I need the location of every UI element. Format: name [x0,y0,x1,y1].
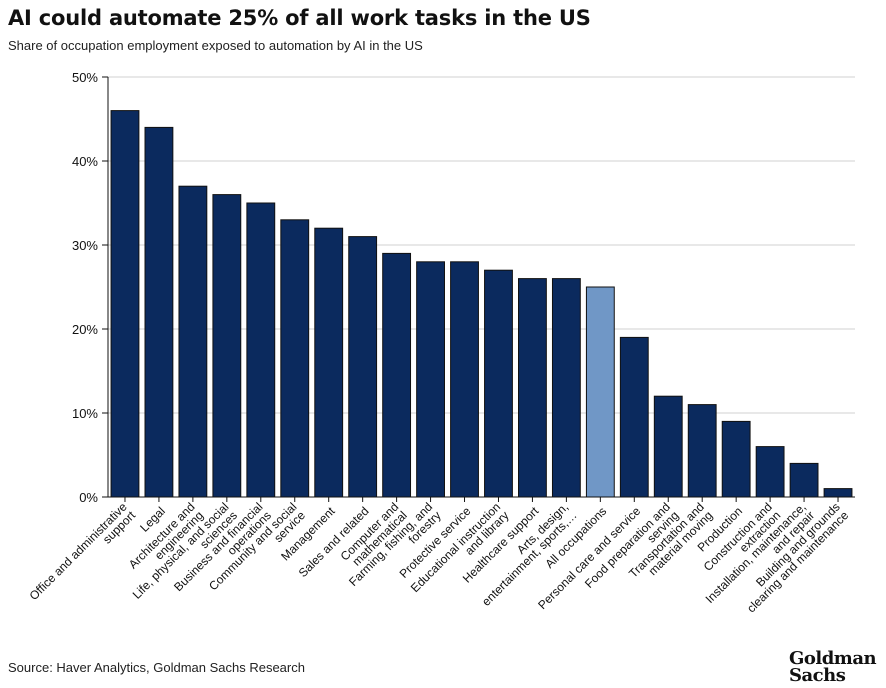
goldman-sachs-logo: Goldman Sachs [789,648,877,686]
bar-19 [755,446,785,498]
bar-18 [721,420,751,498]
bar-20 [789,462,819,498]
bar-1 [144,126,174,498]
bar-15 [619,336,649,498]
y-tick-label: 10% [72,406,98,421]
logo-text: Goldman Sachs [789,648,877,686]
bar-4 [246,202,276,498]
x-tick-label: Office and administrativesupport [27,499,139,611]
bar-10 [450,261,479,498]
y-tick-label: 20% [72,322,98,337]
y-tick-label: 30% [72,238,98,253]
bar-5 [280,219,310,498]
bar-11 [484,269,513,498]
source-note: Source: Haver Analytics, Goldman Sachs R… [8,660,305,675]
y-tick-label: 40% [72,154,98,169]
y-tick-labels: 0% 10% 20% 30% 40% 50% [72,70,98,505]
bars [110,110,853,498]
chart-subtitle: Share of occupation employment exposed t… [8,38,423,53]
bar-17 [687,404,717,498]
y-tick-label: 50% [72,70,98,85]
bar-14 [585,286,615,498]
y-tick-label: 0% [79,490,98,505]
bar-8 [382,252,412,498]
x-tick-label-group: Office and administrativesupport [27,499,139,611]
bar-2 [178,185,208,498]
bar-9 [416,261,445,498]
bar-16 [653,395,683,498]
bar-12 [518,278,547,498]
x-tick-labels: Office and administrativesupport LegalArc… [27,499,852,616]
axes [102,76,855,502]
chart-title: AI could automate 25% of all work tasks … [8,6,591,30]
x-tick-label-line: Office and administrative [27,500,130,603]
bar-13 [551,278,581,498]
bar-6 [314,227,344,498]
bar-3 [212,194,242,498]
bar-21 [823,488,853,498]
bar-7 [348,236,378,498]
bar-0 [110,110,140,498]
